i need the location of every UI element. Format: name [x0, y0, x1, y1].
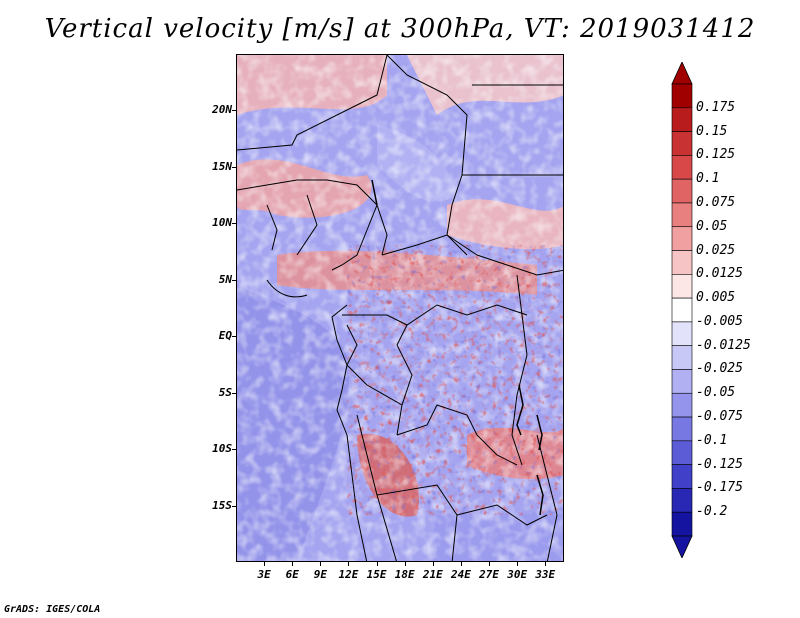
- lon-tick: [292, 561, 294, 566]
- lat-tick: [232, 166, 237, 168]
- colorbar-tick-label: 0.05: [696, 218, 728, 234]
- lat-tick-label: 5S: [218, 385, 232, 399]
- colorbar-tick-label: 0.025: [696, 242, 736, 258]
- colorbar-segment: [671, 250, 693, 275]
- colorbar-tick-label: 0.15: [696, 123, 728, 139]
- colorbar-tick-label: 0.1: [696, 171, 720, 187]
- colorbar-segment: [671, 511, 693, 537]
- lon-tick: [489, 561, 491, 566]
- colorbar-tick-label: 0.075: [696, 194, 736, 210]
- lon-tick: [376, 561, 378, 566]
- colorbar-tick-label: -0.175: [696, 480, 743, 496]
- colorbar-tick-label: 0.125: [696, 147, 736, 163]
- colorbar-segment: [671, 297, 693, 323]
- lat-tick: [232, 279, 237, 281]
- colorbar-segment: [671, 416, 693, 442]
- lon-tick: [460, 561, 462, 566]
- velocity-field-map: [237, 55, 563, 561]
- colorbar-segment: [671, 178, 693, 204]
- lat-tick: [232, 336, 237, 338]
- lon-tick: [320, 561, 322, 566]
- colorbar-segment: [671, 131, 693, 156]
- lon-tick-label: 9E: [313, 568, 327, 581]
- colorbar-tick-label: -0.005: [696, 313, 743, 329]
- map-plot-area: [236, 54, 564, 562]
- lon-tick-label: 21E: [422, 568, 443, 581]
- colorbar: [671, 62, 693, 558]
- lon-tick: [517, 561, 519, 566]
- lon-tick: [348, 561, 350, 566]
- lat-tick-label: 10S: [212, 442, 232, 456]
- colorbar-segment: [671, 107, 693, 132]
- lat-tick: [232, 110, 237, 112]
- lon-tick-label: 24E: [450, 568, 471, 581]
- colorbar-segment: [671, 345, 693, 370]
- lat-tick: [232, 505, 237, 507]
- lon-tick-label: 12E: [338, 568, 359, 581]
- lon-tick-label: 15E: [366, 568, 387, 581]
- colorbar-tick-label: -0.0125: [696, 337, 751, 353]
- colorbar-tick-label: -0.025: [696, 361, 743, 377]
- colorbar-tick-label: -0.075: [696, 409, 743, 425]
- country-borders: [237, 55, 563, 561]
- lon-tick: [432, 561, 434, 566]
- lon-tick: [264, 561, 266, 566]
- colorbar-segment: [671, 226, 693, 251]
- lon-tick-label: 3E: [257, 568, 271, 581]
- colorbar-segment: [671, 83, 693, 109]
- chart-title: Vertical velocity [m/s] at 300hPa, VT: 2…: [44, 14, 756, 44]
- colorbar-tick-label: 0.005: [696, 290, 736, 306]
- colorbar-segment: [671, 488, 693, 513]
- lat-tick-label: 20N: [212, 103, 232, 117]
- lat-tick-label: 15N: [212, 159, 232, 173]
- lon-tick-label: 6E: [285, 568, 299, 581]
- lon-tick-label: 30E: [507, 568, 528, 581]
- lat-tick-label: 15S: [212, 498, 232, 512]
- grads-credit: GrADS: IGES/COLA: [4, 604, 101, 615]
- lat-tick: [232, 449, 237, 451]
- colorbar-segment: [671, 392, 693, 418]
- lon-tick-label: 33E: [535, 568, 556, 581]
- lat-tick-label: 10N: [212, 216, 232, 230]
- lat-tick: [232, 392, 237, 394]
- colorbar-tick-label: -0.05: [696, 385, 736, 401]
- colorbar-tick-label: -0.125: [696, 456, 743, 472]
- lon-tick: [404, 561, 406, 566]
- lon-tick: [545, 561, 547, 566]
- colorbar-segment: [671, 440, 693, 465]
- colorbar-tick-label: 0.175: [696, 99, 736, 115]
- colorbar-segment: [671, 321, 693, 346]
- lon-tick-label: 27E: [479, 568, 499, 581]
- lat-tick: [232, 223, 237, 225]
- lat-tick-label: EQ: [218, 329, 232, 343]
- colorbar-bottom-arrow: [671, 535, 693, 558]
- colorbar-top-arrow: [671, 62, 693, 85]
- colorbar-segment: [671, 274, 693, 299]
- colorbar-segment: [671, 464, 693, 489]
- colorbar-tick-label: 0.0125: [696, 266, 743, 282]
- colorbar-segment: [671, 202, 693, 228]
- colorbar-segment: [671, 369, 693, 394]
- lon-tick-label: 18E: [394, 568, 415, 581]
- field-texture-blue: [347, 245, 563, 515]
- colorbar-segment: [671, 155, 693, 180]
- colorbar-tick-label: -0.2: [696, 504, 728, 520]
- colorbar-tick-label: -0.1: [696, 432, 728, 448]
- lat-tick-label: 5N: [218, 272, 232, 286]
- lake-outlines: [371, 179, 544, 516]
